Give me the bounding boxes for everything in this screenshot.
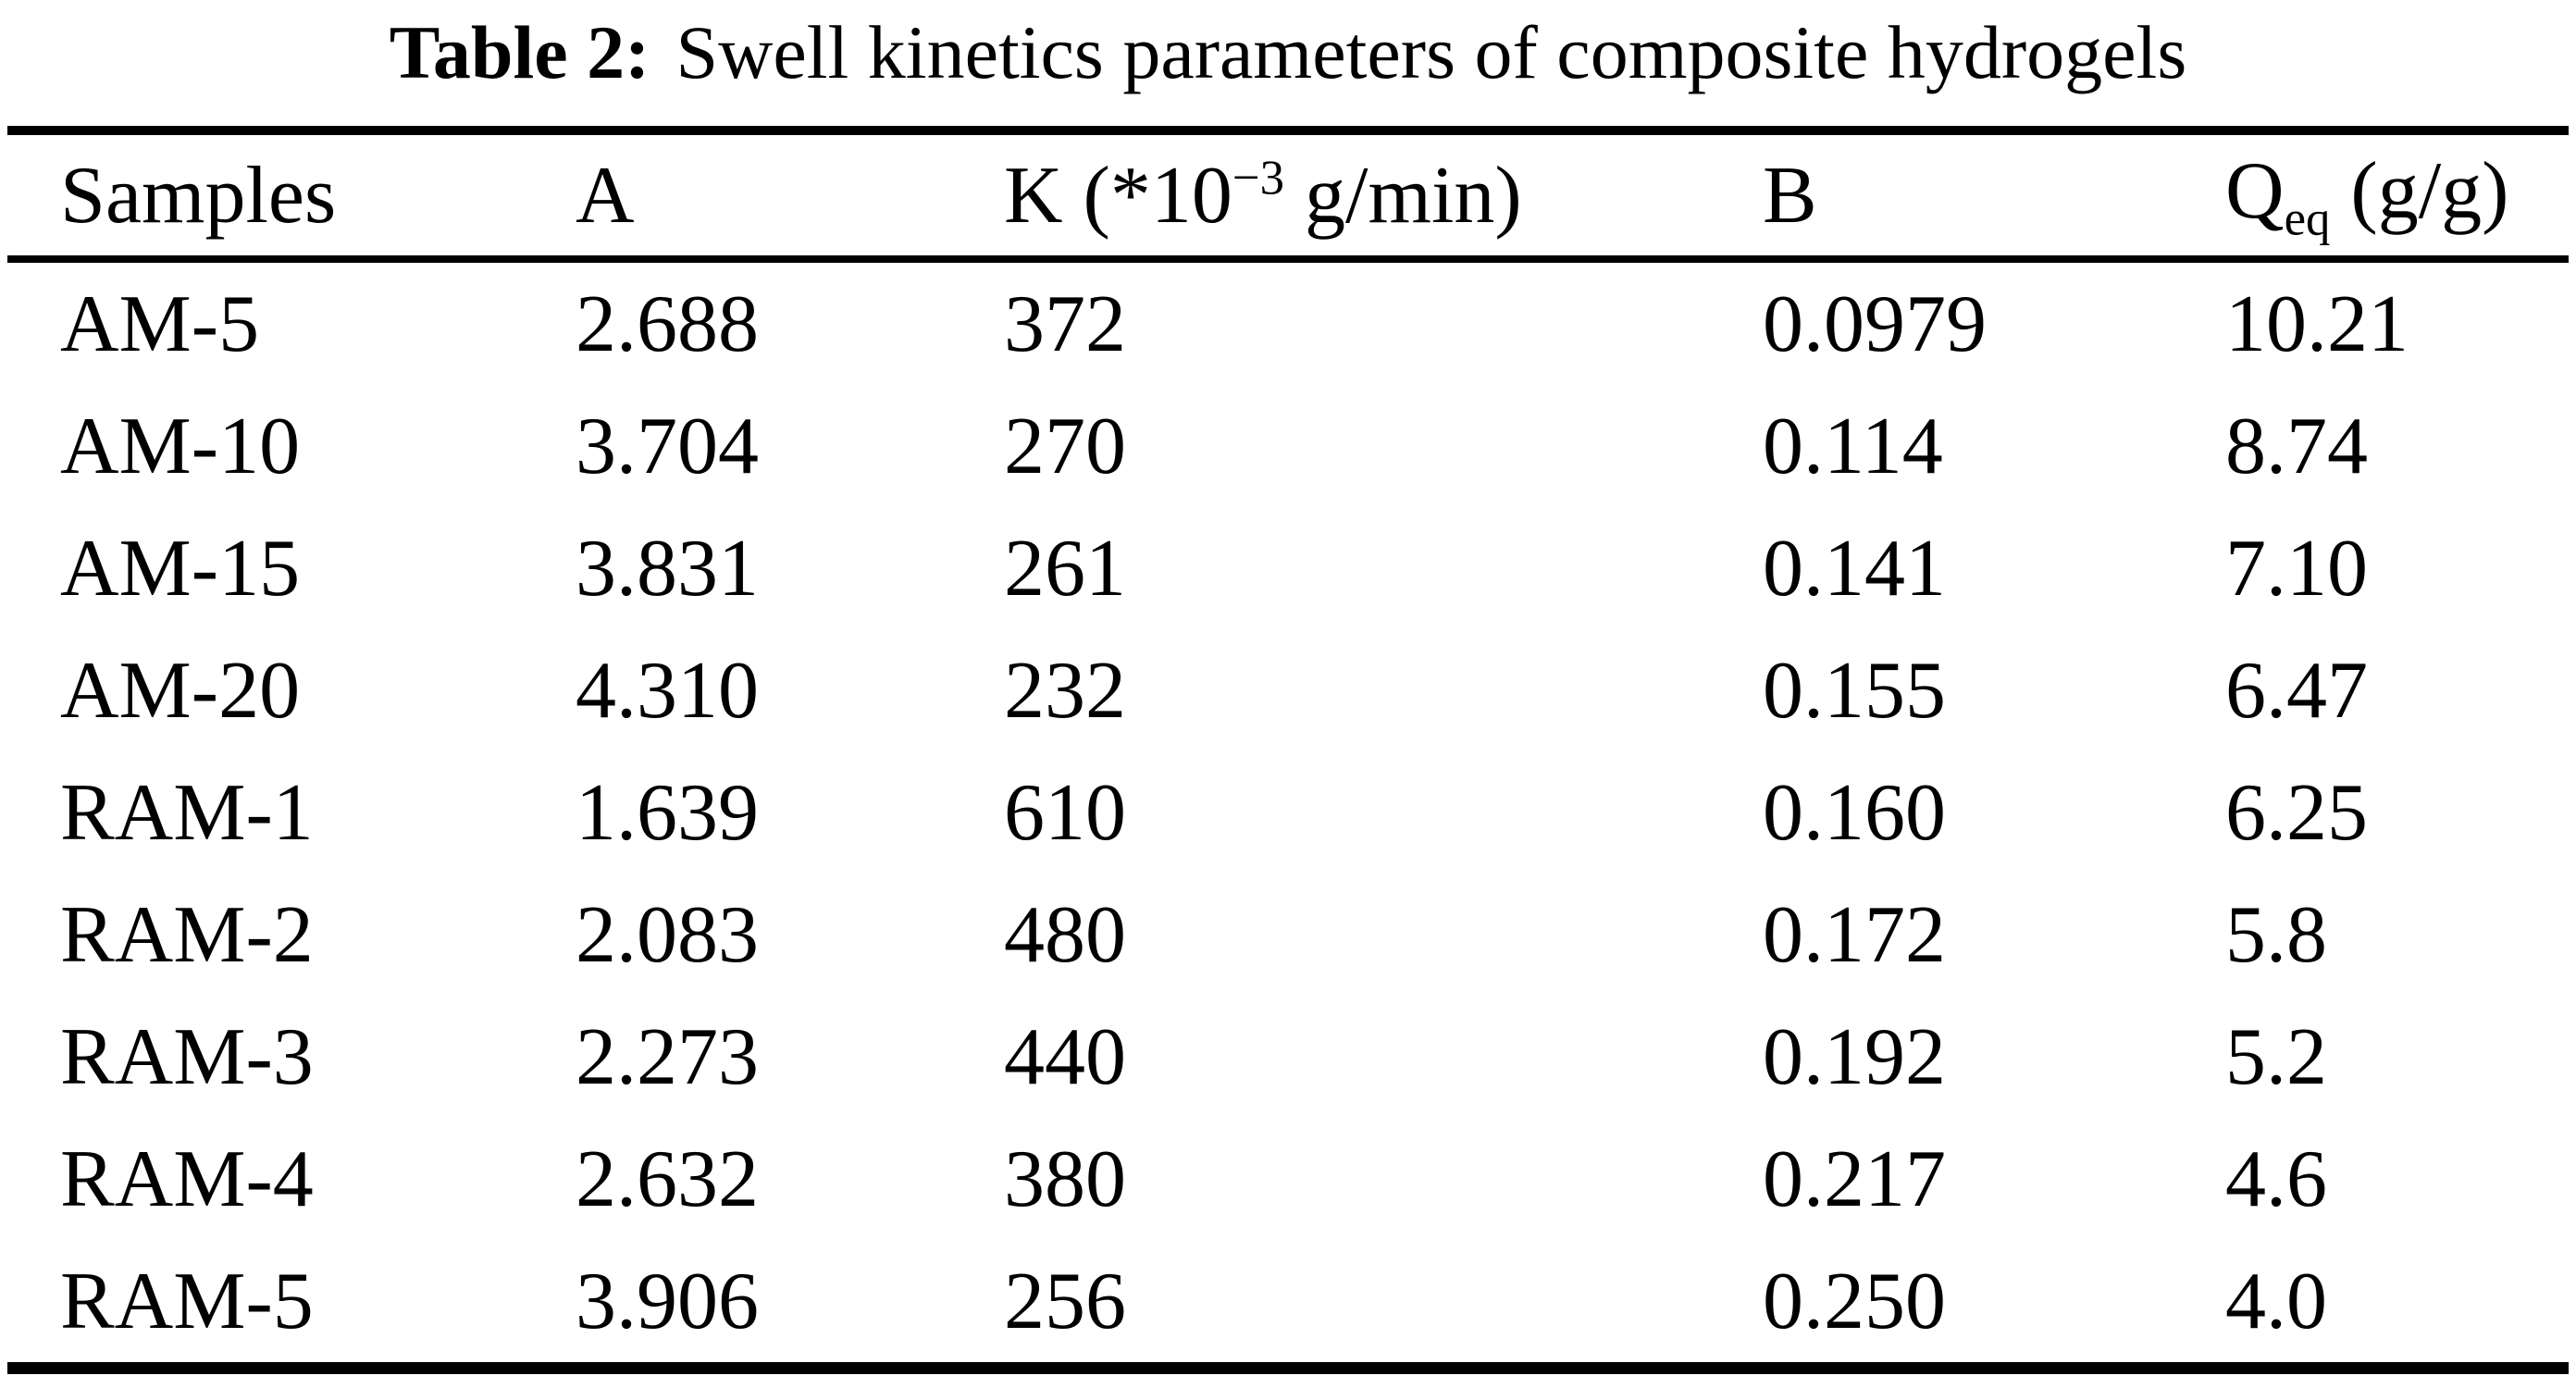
table-row: AM-5 2.688 372 0.0979 10.21 xyxy=(7,259,2569,385)
k-header-exponent: −3 xyxy=(1232,151,1285,205)
cell-qeq: 8.74 xyxy=(2225,401,2368,491)
cell-a: 3.704 xyxy=(576,401,759,491)
table-caption-label: Table 2: xyxy=(389,10,650,94)
k-header-suffix: g/min) xyxy=(1284,150,1522,241)
cell-a: 3.831 xyxy=(576,523,759,613)
cell-sample: AM-5 xyxy=(60,279,260,369)
cell-b: 0.172 xyxy=(1763,889,1946,980)
k-header-prefix: K (*10 xyxy=(1004,150,1232,241)
table-row: RAM-3 2.273 440 0.192 5.2 xyxy=(7,996,2569,1118)
col-header-k: K (*10−3 g/min) xyxy=(1004,130,1763,263)
cell-k: 480 xyxy=(1004,889,1126,980)
col-header-qeq: Qeq (g/g) xyxy=(2225,130,2569,263)
cell-sample: AM-20 xyxy=(60,645,301,736)
qeq-header-suffix: (g/g) xyxy=(2330,145,2509,236)
cell-a: 4.310 xyxy=(576,645,759,736)
cell-sample: AM-10 xyxy=(60,401,301,491)
cell-k: 372 xyxy=(1004,279,1126,369)
cell-a: 1.639 xyxy=(576,767,759,858)
cell-sample: RAM-1 xyxy=(60,767,314,858)
col-header-samples: Samples xyxy=(7,130,576,263)
col-header-b: B xyxy=(1763,130,2225,263)
cell-qeq: 6.47 xyxy=(2225,645,2368,736)
table-row: RAM-2 2.083 480 0.172 5.8 xyxy=(7,874,2569,996)
cell-b: 0.114 xyxy=(1763,401,1943,491)
col-header-a: A xyxy=(576,130,1004,263)
table-caption: Table 2: Swell kinetics parameters of com… xyxy=(0,0,2576,126)
cell-qeq: 4.6 xyxy=(2225,1134,2327,1224)
cell-b: 0.192 xyxy=(1763,1011,1946,1102)
cell-k: 610 xyxy=(1004,767,1126,858)
table-row: RAM-4 2.632 380 0.217 4.6 xyxy=(7,1118,2569,1240)
cell-k: 261 xyxy=(1004,523,1126,613)
cell-b: 0.0979 xyxy=(1763,279,1987,369)
cell-b: 0.155 xyxy=(1763,645,1946,736)
table-row: AM-20 4.310 232 0.155 6.47 xyxy=(7,629,2569,751)
qeq-header-base: Q xyxy=(2225,145,2285,236)
cell-qeq: 6.25 xyxy=(2225,767,2368,858)
cell-sample: AM-15 xyxy=(60,523,301,613)
cell-k: 256 xyxy=(1004,1256,1126,1346)
cell-a: 2.083 xyxy=(576,889,759,980)
table-row: AM-10 3.704 270 0.114 8.74 xyxy=(7,385,2569,507)
cell-qeq: 5.8 xyxy=(2225,889,2327,980)
swell-kinetics-table: Samples A K (*10−3 g/min) B Qeq (g/g) AM… xyxy=(7,126,2569,1374)
cell-b: 0.250 xyxy=(1763,1256,1946,1346)
cell-a: 2.273 xyxy=(576,1011,759,1102)
qeq-header-subscript: eq xyxy=(2284,192,2331,246)
cell-k: 270 xyxy=(1004,401,1126,491)
cell-a: 2.632 xyxy=(576,1134,759,1224)
table-row: AM-15 3.831 261 0.141 7.10 xyxy=(7,507,2569,629)
cell-qeq: 4.0 xyxy=(2225,1256,2327,1346)
table-row: RAM-1 1.639 610 0.160 6.25 xyxy=(7,751,2569,874)
table-caption-text: Swell kinetics parameters of composite h… xyxy=(675,10,2187,94)
cell-sample: RAM-3 xyxy=(60,1011,314,1102)
cell-a: 2.688 xyxy=(576,279,759,369)
cell-b: 0.141 xyxy=(1763,523,1946,613)
cell-qeq: 10.21 xyxy=(2225,279,2409,369)
cell-k: 232 xyxy=(1004,645,1126,736)
cell-sample: RAM-5 xyxy=(60,1256,314,1346)
cell-k: 380 xyxy=(1004,1134,1126,1224)
cell-b: 0.217 xyxy=(1763,1134,1946,1224)
cell-qeq: 5.2 xyxy=(2225,1011,2327,1102)
cell-k: 440 xyxy=(1004,1011,1126,1102)
cell-qeq: 7.10 xyxy=(2225,523,2368,613)
header-row: Samples A K (*10−3 g/min) B Qeq (g/g) xyxy=(7,130,2569,263)
cell-sample: RAM-4 xyxy=(60,1134,314,1224)
cell-sample: RAM-2 xyxy=(60,889,314,980)
table-row: RAM-5 3.906 256 0.250 4.0 xyxy=(7,1240,2569,1369)
cell-b: 0.160 xyxy=(1763,767,1946,858)
cell-a: 3.906 xyxy=(576,1256,759,1346)
